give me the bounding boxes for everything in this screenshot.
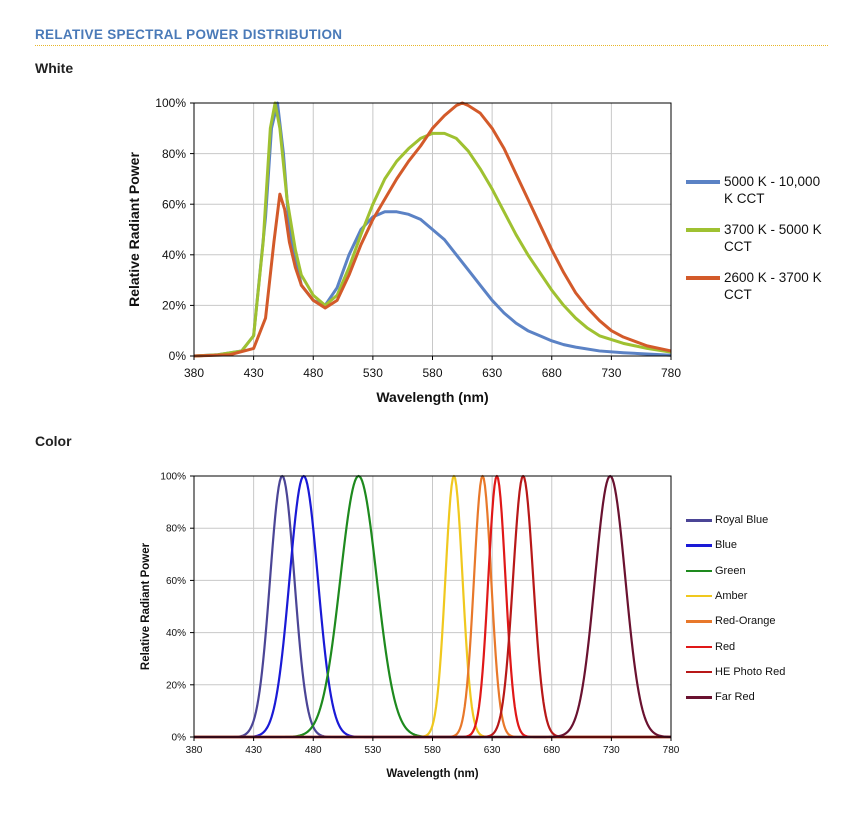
legend-label: 5000 K - 10,000 K CCT	[724, 174, 821, 206]
series-line-2	[193, 101, 672, 358]
x-tick-label: 680	[542, 366, 562, 380]
legend-label: Blue	[715, 539, 738, 552]
x-tick-label: 380	[184, 366, 204, 380]
x-tick-label: 580	[422, 366, 442, 380]
white-chart-heading: White	[35, 60, 74, 76]
y-tick-label: 0%	[169, 349, 187, 363]
legend-swatch	[686, 645, 712, 648]
legend-swatch	[686, 620, 712, 623]
x-tick-label: 530	[365, 745, 382, 756]
legend-item: HE Photo Red	[686, 666, 785, 679]
legend-swatch	[686, 519, 712, 522]
legend-swatch	[686, 276, 720, 280]
legend-item: 2600 K - 3700 K CCT	[686, 269, 822, 303]
y-tick-label: 80%	[162, 147, 186, 161]
legend-label: Amber	[715, 589, 748, 602]
legend-swatch	[686, 696, 712, 699]
x-tick-label: 480	[305, 745, 322, 756]
x-tick-label: 430	[244, 366, 264, 380]
x-axis-title: Wavelength (nm)	[376, 389, 488, 405]
legend-swatch	[686, 544, 712, 547]
x-tick-label: 730	[603, 745, 620, 756]
x-tick-label: 430	[245, 745, 262, 756]
y-tick-label: 20%	[162, 299, 186, 313]
legend-item: Red-Orange	[686, 615, 776, 628]
legend-label: Red-Orange	[715, 615, 776, 628]
y-tick-label: 100%	[155, 96, 186, 110]
legend-label: HE Photo Red	[715, 665, 786, 678]
legend-label: Far Red	[715, 691, 755, 704]
legend-swatch	[686, 228, 720, 232]
x-tick-label: 630	[482, 366, 502, 380]
legend-swatch	[686, 594, 712, 598]
legend-item: 5000 K - 10,000 K CCT	[686, 173, 822, 207]
x-axis-title: Wavelength (nm)	[386, 768, 478, 780]
legend-swatch	[686, 569, 712, 573]
color-chart-legend: Royal Blue Blue Green Amber Red-Orange Red HE …	[686, 514, 836, 714]
legend-item: Blue	[686, 539, 737, 552]
section-divider	[35, 45, 828, 46]
legend-item: Red	[686, 641, 735, 654]
x-tick-label: 780	[663, 745, 680, 756]
legend-swatch	[686, 670, 712, 674]
legend-item: 3700 K - 5000 K CCT	[686, 221, 822, 255]
legend-label: Royal Blue	[715, 514, 769, 526]
legend-item: Royal Blue	[686, 514, 768, 527]
y-tick-label: 60%	[162, 197, 186, 211]
legend-label: Red	[715, 640, 736, 653]
x-tick-label: 680	[543, 745, 560, 756]
legend-swatch	[686, 180, 720, 184]
legend-item: Far Red	[686, 691, 755, 704]
white-chart-legend: 5000 K - 10,000 K CCT 3700 K - 5000 K CCT…	[686, 173, 836, 313]
color-chart-heading: Color	[35, 433, 72, 449]
legend-label: 2600 K - 3700 K CCT	[724, 270, 822, 302]
x-tick-label: 480	[303, 366, 323, 380]
x-tick-label: 580	[424, 745, 441, 756]
legend-label: 3700 K - 5000 K CCT	[724, 222, 822, 254]
y-tick-label: 100%	[160, 472, 186, 483]
y-tick-label: 60%	[166, 576, 186, 587]
legend-label: Green	[715, 564, 746, 577]
y-axis-title: Relative Radiant Power	[140, 542, 152, 670]
y-tick-label: 40%	[166, 628, 186, 639]
y-tick-label: 20%	[166, 680, 186, 691]
series-line-3	[193, 101, 672, 358]
x-tick-label: 380	[186, 745, 203, 756]
x-tick-label: 530	[363, 366, 383, 380]
y-tick-label: 80%	[166, 524, 186, 535]
y-tick-label: 0%	[172, 733, 187, 744]
legend-item: Amber	[686, 590, 747, 603]
x-tick-label: 730	[601, 366, 621, 380]
y-tick-label: 40%	[162, 248, 186, 262]
x-tick-label: 630	[484, 745, 501, 756]
legend-item: Green	[686, 565, 746, 578]
y-axis-title: Relative Radiant Power	[126, 152, 142, 307]
x-tick-label: 780	[661, 366, 681, 380]
section-title: RELATIVE SPECTRAL POWER DISTRIBUTION	[35, 27, 343, 42]
